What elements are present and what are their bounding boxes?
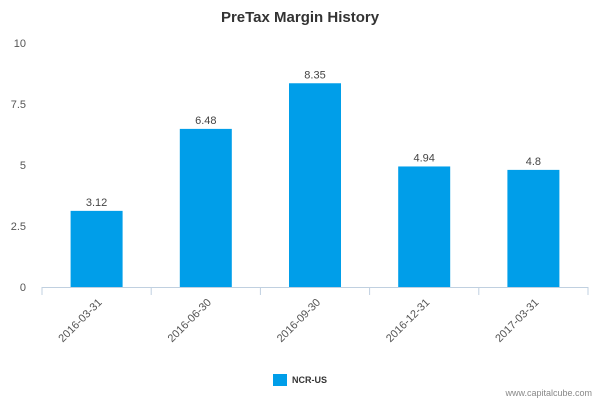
legend-label[interactable]: NCR-US [292,375,327,385]
x-axis: 2016-03-31 2016-06-30 2016-09-30 2016-12-31… [41,287,589,345]
chart-title: PreTax Margin History [221,9,380,26]
x-tick-label: 2016-06-30 [166,297,214,345]
data-labels: 3.12 6.48 8.35 4.94 4.8 [86,69,541,209]
bar-2016-03-31[interactable] [70,210,123,287]
x-tick-label: 2017-03-31 [493,297,541,345]
credit-text: www.capitalcube.com [504,388,592,398]
data-label: 8.35 [304,69,325,81]
bar-2016-12-31[interactable] [398,166,451,287]
x-tick-label: 2016-12-31 [384,297,432,345]
y-tick-label: 0 [20,282,26,294]
data-label: 3.12 [86,197,107,209]
legend-swatch[interactable] [273,374,287,386]
data-label: 4.8 [526,156,541,168]
data-label: 4.94 [413,152,434,164]
bar-2016-09-30[interactable] [289,83,341,287]
bars [70,83,560,287]
x-tick-label: 2016-09-30 [275,297,323,345]
bar-2016-06-30[interactable] [179,128,232,287]
bar-2017-03-31[interactable] [507,169,560,287]
y-tick-label: 7.5 [11,99,26,111]
y-tick-label: 5 [20,160,26,172]
x-tick-label: 2016-03-31 [56,297,104,345]
y-tick-label: 10 [14,38,26,50]
y-axis: 0 2.5 5 7.5 10 [11,38,26,294]
data-label: 6.48 [195,115,216,127]
y-tick-label: 2.5 [11,221,26,233]
legend[interactable]: NCR-US [273,374,327,386]
